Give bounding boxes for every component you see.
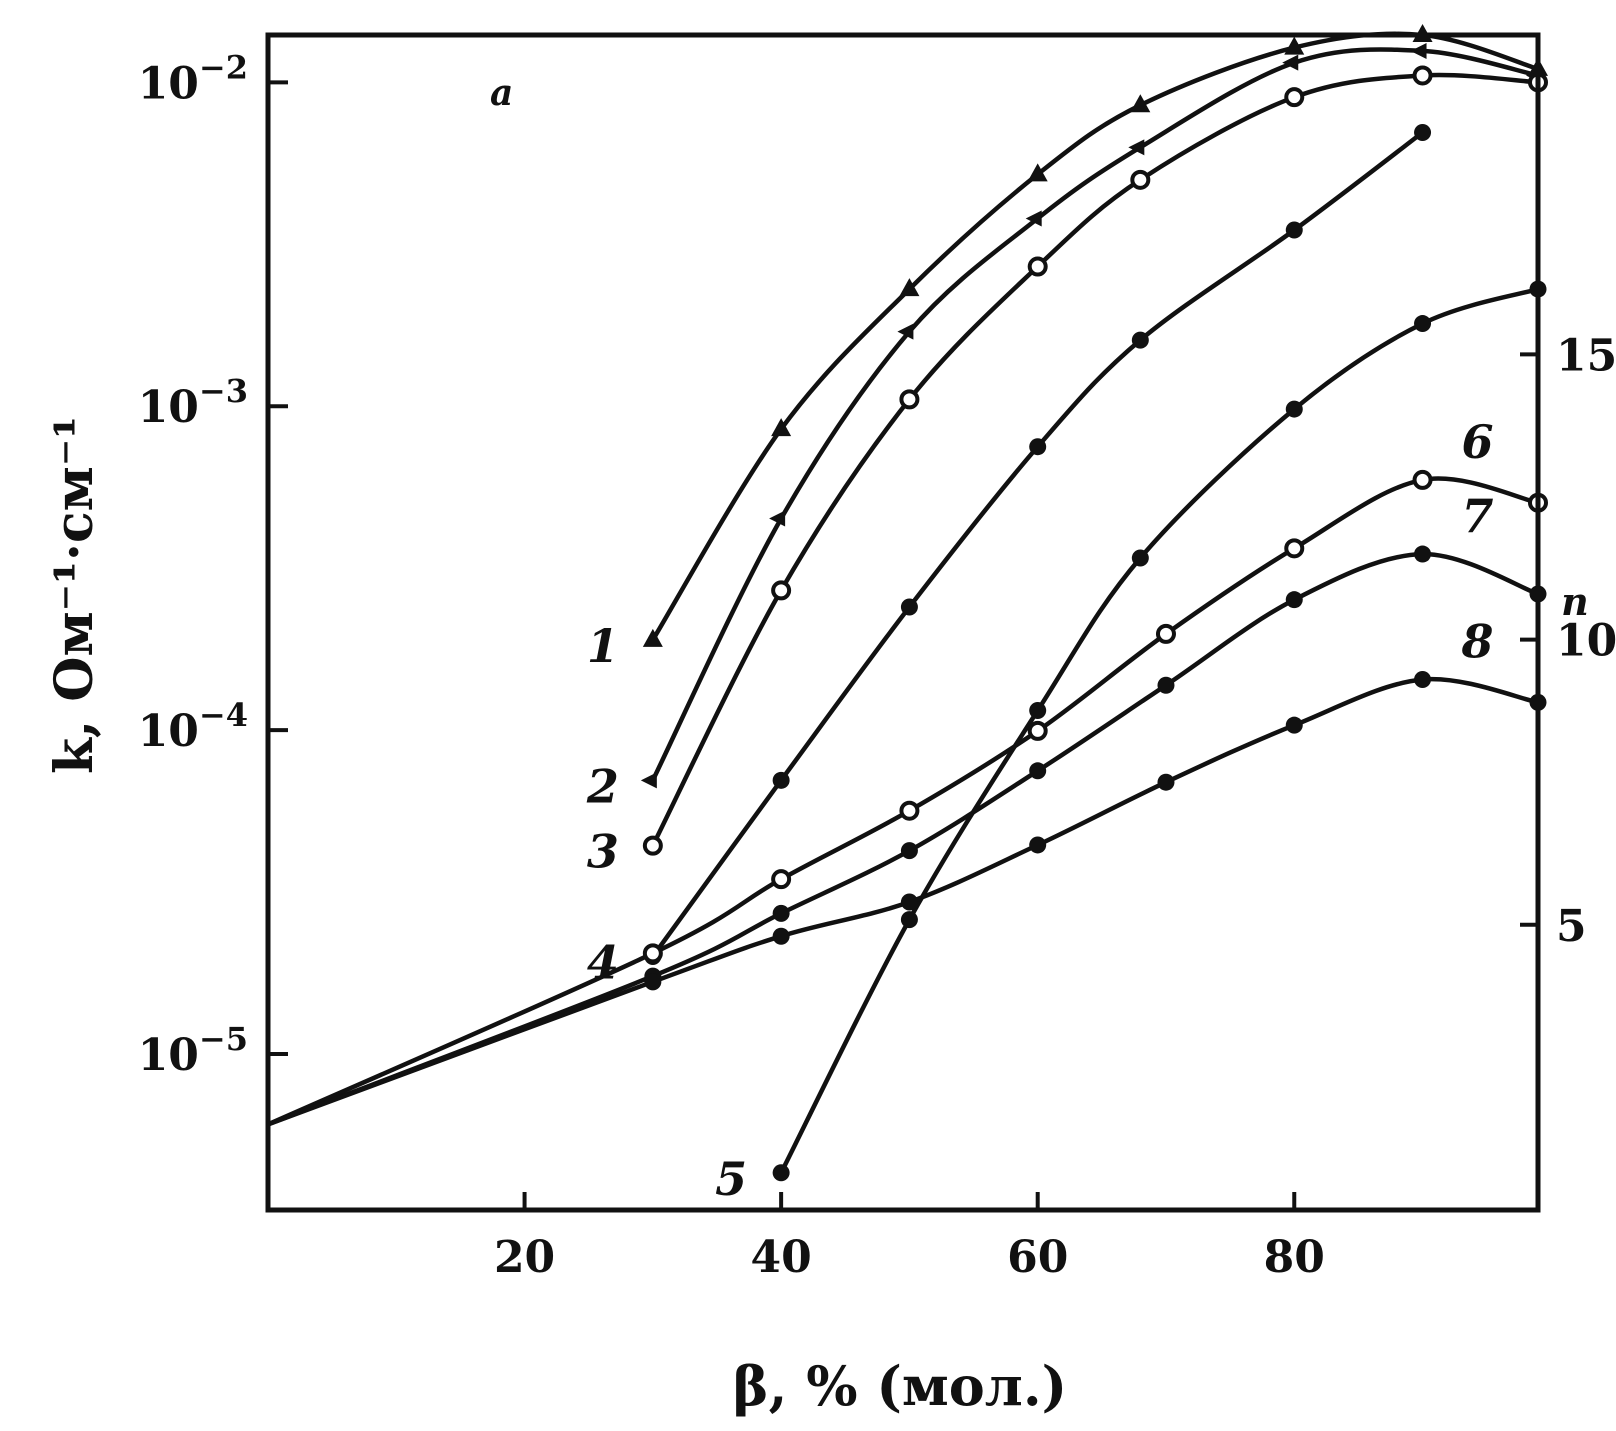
panel-label: a xyxy=(490,72,513,114)
y-right-tick-label-10: 10 xyxy=(1556,616,1616,667)
series-6-point-5 xyxy=(1155,623,1176,644)
series-2-point-3 xyxy=(1025,210,1042,227)
series-8-point-6 xyxy=(1285,716,1303,734)
series-4-point-4 xyxy=(1131,331,1149,349)
plot-frame xyxy=(265,32,1541,1213)
series-3-label: 3 xyxy=(587,825,619,879)
series-5-point-3 xyxy=(1131,549,1149,567)
x-tick-label-40: 40 xyxy=(751,1232,812,1283)
y-right-axis-ticks: 5 10 15 xyxy=(1520,330,1616,952)
series-8-point-1 xyxy=(644,973,662,991)
series-3-point-0 xyxy=(642,835,663,856)
y-left-tick-base: 10 xyxy=(138,382,199,433)
series-5-point-4 xyxy=(1285,400,1303,418)
series-1-point-3 xyxy=(1027,163,1048,182)
series-7-point-3 xyxy=(900,842,918,860)
series-4-point-5 xyxy=(1285,221,1303,239)
y-right-axis-title: n xyxy=(1561,579,1589,624)
series-2-point-5 xyxy=(1282,54,1299,71)
y-left-tick-label-2: 10−3 xyxy=(138,372,248,433)
series-7-point-6 xyxy=(1285,591,1303,609)
series-6-point-6 xyxy=(1284,538,1305,559)
y-left-tick-exponent: −4 xyxy=(199,696,248,734)
series-7-point-4 xyxy=(1029,762,1047,780)
y-right-tick-label-5: 5 xyxy=(1556,901,1587,952)
series-6-point-7 xyxy=(1412,469,1433,490)
series-2-point-0 xyxy=(640,772,657,789)
series-8-point-5 xyxy=(1157,773,1175,791)
y-left-tick-exponent: −3 xyxy=(199,372,248,410)
series-1-point-2 xyxy=(899,278,920,297)
series-3-point-5 xyxy=(1284,87,1305,108)
y-left-tick-label-0: 10−5 xyxy=(138,1020,248,1081)
y-left-axis-ticks: 10−510−410−310−2 xyxy=(138,48,288,1081)
series-3-point-1 xyxy=(771,580,792,601)
series-4-point-3 xyxy=(1029,438,1047,456)
series-3-point-3 xyxy=(1027,256,1048,277)
series-8-point-2 xyxy=(772,927,790,945)
series-6-point-4 xyxy=(1027,720,1048,741)
x-tick-label-60: 60 xyxy=(1007,1232,1068,1283)
curve-labels: 1 2 3 4 5 6 7 8 xyxy=(586,415,1494,1206)
series-4-label: 4 xyxy=(587,936,619,990)
series-3-point-2 xyxy=(899,389,920,410)
series-7-point-7 xyxy=(1414,545,1432,563)
y-left-tick-exponent: −5 xyxy=(199,1020,248,1058)
series-5-point-5 xyxy=(1414,315,1432,333)
y-left-axis-title: k, Ом⁻¹·см⁻¹ xyxy=(44,416,105,774)
series-3-point-4 xyxy=(1130,169,1151,190)
x-tick-label-20: 20 xyxy=(494,1232,555,1283)
series-6-point-3 xyxy=(899,800,920,821)
series-6-point-1 xyxy=(642,943,663,964)
series-1-point-4 xyxy=(1130,94,1151,113)
series-7-label: 7 xyxy=(1462,489,1494,543)
x-axis-title: β, % (мол.) xyxy=(733,1354,1067,1418)
series-3-point-6 xyxy=(1412,65,1433,86)
series-8-label: 8 xyxy=(1461,615,1494,669)
y-left-tick-base: 10 xyxy=(138,706,199,757)
series-6-line xyxy=(265,476,1541,1127)
series-1-label: 1 xyxy=(587,619,619,673)
series-7-line xyxy=(265,551,1541,1127)
y-left-tick-label-3: 10−2 xyxy=(138,48,248,109)
series-7-point-2 xyxy=(772,904,790,922)
series-2-point-4 xyxy=(1128,139,1145,156)
series-5-label: 5 xyxy=(715,1152,747,1206)
x-tick-label-80: 80 xyxy=(1264,1232,1325,1283)
series-2-point-1 xyxy=(769,510,786,527)
series-2-label: 2 xyxy=(586,759,619,813)
y-left-tick-base: 10 xyxy=(138,1030,199,1081)
series-5-point-2 xyxy=(1029,701,1047,719)
series-2-line xyxy=(650,47,1541,783)
series-1-point-1 xyxy=(771,418,792,437)
series-1-point-5 xyxy=(1284,36,1305,55)
series-8-line xyxy=(265,676,1541,1127)
series-4-point-1 xyxy=(772,771,790,789)
series-8-point-7 xyxy=(1414,671,1432,689)
series-5-point-1 xyxy=(900,911,918,929)
y-right-tick-label-15: 15 xyxy=(1556,330,1616,381)
series-5-line xyxy=(778,286,1541,1176)
series-2-point-2 xyxy=(897,323,914,340)
series-8-point-4 xyxy=(1029,836,1047,854)
y-left-tick-exponent: −2 xyxy=(199,48,248,86)
x-axis-ticks: 20 40 60 80 xyxy=(494,1192,1325,1283)
series-5-point-0 xyxy=(772,1164,790,1182)
markers-layer xyxy=(640,24,1548,1182)
series-6-point-2 xyxy=(771,869,792,890)
series-4-point-2 xyxy=(900,598,918,616)
series-7-point-5 xyxy=(1157,676,1175,694)
series-6-label: 6 xyxy=(1462,415,1494,469)
series-4-point-6 xyxy=(1414,124,1432,142)
series-1-point-0 xyxy=(642,628,663,647)
y-left-tick-label-1: 10−4 xyxy=(138,696,248,757)
series-8-point-3 xyxy=(900,893,918,911)
y-left-tick-base: 10 xyxy=(138,58,199,109)
series-2-point-6 xyxy=(1410,42,1427,59)
